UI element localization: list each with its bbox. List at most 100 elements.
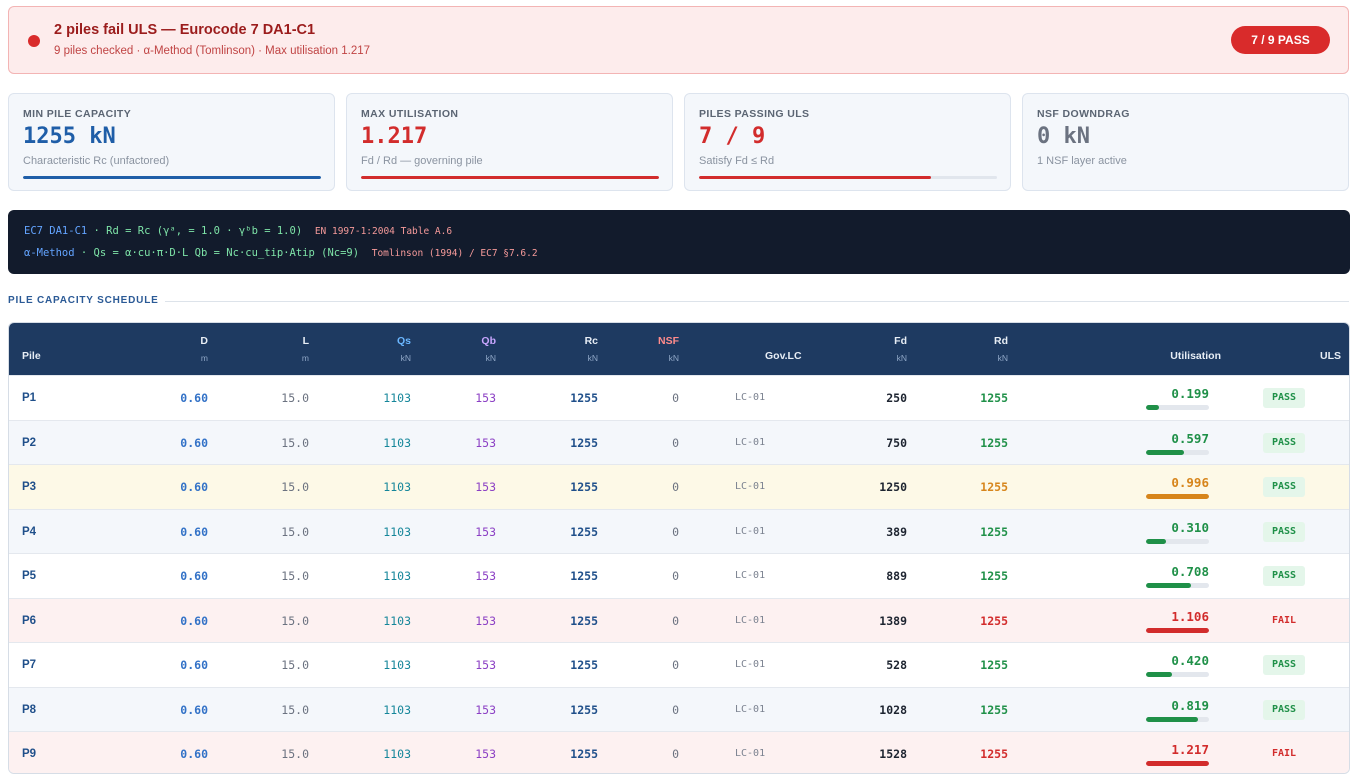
formula-line-ec7: EC7 DA1-C1 · Rd = Rc (γᵃ, = 1.0 · γᵇb = … bbox=[24, 225, 452, 237]
cell-nsf: 0 bbox=[672, 658, 679, 672]
cell-diameter: 0.60 bbox=[180, 435, 208, 450]
cell-length: 15.0 bbox=[281, 658, 309, 672]
cell-nsf: 0 bbox=[672, 702, 679, 717]
cell-rd: 1255 bbox=[980, 569, 1008, 583]
cell-diameter: 0.60 bbox=[180, 480, 208, 494]
cell-fd: 389 bbox=[886, 524, 907, 539]
cell-rc: 1255 bbox=[570, 524, 598, 539]
kpi-progress-track bbox=[699, 176, 997, 179]
cell-qs: 1103 bbox=[383, 658, 411, 672]
uls-status-badge: PASS bbox=[1263, 432, 1305, 453]
kpi-progress-track bbox=[23, 176, 321, 179]
table-row[interactable]: P5 0.60 15.0 1103 153 1255 0 LC-01 889 1255 0.708 P… bbox=[9, 553, 1349, 598]
header-fd[interactable]: Fd kN bbox=[894, 335, 907, 363]
table-row[interactable]: P1 0.60 15.0 1103 153 1255 0 LC-01 250 1255 0.199 P… bbox=[9, 375, 1349, 420]
header-pile[interactable]: Pile bbox=[22, 350, 41, 362]
formula-equation: · Rd = Rc (γᵃ, = 1.0 · γᵇb = 1.0) bbox=[87, 225, 303, 237]
header-utilisation[interactable]: Utilisation bbox=[1170, 350, 1221, 362]
cell-diameter: 0.60 bbox=[180, 702, 208, 717]
cell-qs: 1103 bbox=[383, 747, 411, 761]
utilisation-bar-fill bbox=[1146, 716, 1198, 722]
formula-key: α-Method bbox=[24, 247, 75, 259]
utilisation-bar-track bbox=[1146, 494, 1209, 499]
utilisation-bar-track bbox=[1146, 449, 1209, 455]
cell-qb: 153 bbox=[475, 747, 496, 761]
cell-qs: 1103 bbox=[383, 435, 411, 450]
cell-pile: P3 bbox=[22, 481, 37, 493]
header-uls[interactable]: ULS bbox=[1320, 350, 1341, 362]
header-unit: kN bbox=[997, 353, 1008, 363]
cell-length: 15.0 bbox=[281, 569, 309, 583]
table-row[interactable]: P4 0.60 15.0 1103 153 1255 0 LC-01 389 1255 0.310 P… bbox=[9, 508, 1349, 553]
header-label: NSF bbox=[658, 335, 679, 347]
header-qs[interactable]: Qs kN bbox=[397, 335, 411, 363]
header-gov-lc[interactable]: Gov.LC bbox=[765, 350, 802, 362]
header-label: L bbox=[302, 335, 309, 347]
kpi-label: MAX UTILISATION bbox=[361, 108, 459, 120]
cell-rd: 1255 bbox=[980, 702, 1008, 717]
cell-utilisation-value: 0.597 bbox=[1171, 430, 1209, 446]
table-row[interactable]: P6 0.60 15.0 1103 153 1255 0 LC-01 1389 1255 1.106… bbox=[9, 597, 1349, 642]
cell-rd: 1255 bbox=[980, 747, 1008, 761]
cell-qs: 1103 bbox=[383, 524, 411, 539]
table-row[interactable]: P2 0.60 15.0 1103 153 1255 0 LC-01 750 1255 0.597 P… bbox=[9, 419, 1349, 464]
header-label: Rd bbox=[994, 335, 1008, 347]
header-rd[interactable]: Rd kN bbox=[994, 335, 1008, 363]
table-row[interactable]: P8 0.60 15.0 1103 153 1255 0 LC-01 1028 1255 0.819… bbox=[9, 686, 1349, 731]
table-row[interactable]: P7 0.60 15.0 1103 153 1255 0 LC-01 528 1255 0.420 P… bbox=[9, 642, 1349, 687]
kpi-card-piles-passing: PILES PASSING ULS 7 / 9 Satisfy Fd ≤ Rd bbox=[684, 93, 1011, 191]
utilisation-bar-fill bbox=[1146, 405, 1159, 410]
section-divider bbox=[165, 301, 1349, 302]
cell-pile: P6 bbox=[22, 614, 37, 627]
cell-fd: 528 bbox=[886, 658, 907, 672]
cell-qs: 1103 bbox=[383, 480, 411, 494]
cell-length: 15.0 bbox=[281, 480, 309, 494]
formula-line-alpha: α-Method · Qs = α·cu·π·D·L Qb = Nc·cu_ti… bbox=[24, 247, 538, 259]
cell-qb: 153 bbox=[475, 524, 496, 539]
table-row[interactable]: P9 0.60 15.0 1103 153 1255 0 LC-01 1528 1255 1.217… bbox=[9, 731, 1349, 773]
header-nsf[interactable]: NSF kN bbox=[658, 335, 679, 363]
cell-pile: P1 bbox=[22, 392, 37, 404]
cell-length: 15.0 bbox=[281, 524, 309, 539]
cell-qb: 153 bbox=[475, 391, 496, 405]
cell-diameter: 0.60 bbox=[180, 747, 208, 761]
cell-qs: 1103 bbox=[383, 702, 411, 717]
header-qb[interactable]: Qb kN bbox=[481, 335, 496, 363]
utilisation-bar-fill bbox=[1146, 494, 1209, 499]
section-title: PILE CAPACITY SCHEDULE bbox=[8, 295, 159, 306]
alert-subtitle: 9 piles checked · α-Method (Tomlinson) ·… bbox=[54, 45, 371, 57]
table-row[interactable]: P3 0.60 15.0 1103 153 1255 0 LC-01 1250 1255 0.996… bbox=[9, 464, 1349, 509]
header-unit: kN bbox=[485, 353, 496, 363]
cell-pile: P7 bbox=[22, 659, 37, 671]
header-label: Fd bbox=[894, 335, 907, 347]
cell-pile: P5 bbox=[22, 570, 37, 582]
cell-qs: 1103 bbox=[383, 613, 411, 628]
header-unit: m bbox=[301, 353, 309, 363]
cell-qb: 153 bbox=[475, 435, 496, 450]
cell-rc: 1255 bbox=[570, 569, 598, 583]
cell-qs: 1103 bbox=[383, 391, 411, 405]
cell-diameter: 0.60 bbox=[180, 391, 208, 405]
utilisation-bar-fill bbox=[1146, 627, 1209, 633]
cell-utilisation-value: 0.310 bbox=[1171, 519, 1209, 535]
utilisation-bar-track bbox=[1146, 538, 1209, 544]
alert-status-dot-icon bbox=[28, 35, 40, 47]
utilisation-bar-fill bbox=[1146, 538, 1166, 544]
pass-count-badge[interactable]: 7 / 9 PASS bbox=[1231, 26, 1330, 54]
cell-rc: 1255 bbox=[570, 747, 598, 761]
utilisation-bar-track bbox=[1146, 716, 1209, 722]
header-rc[interactable]: Rc kN bbox=[585, 335, 598, 363]
cell-qb: 153 bbox=[475, 658, 496, 672]
cell-qb: 153 bbox=[475, 569, 496, 583]
cell-diameter: 0.60 bbox=[180, 569, 208, 583]
kpi-card-nsf-downdrag: NSF DOWNDRAG 0 kN 1 NSF layer active bbox=[1022, 93, 1349, 191]
uls-status-badge: PASS bbox=[1263, 521, 1305, 542]
utilisation-bar-fill bbox=[1146, 449, 1184, 455]
utilisation-bar-track bbox=[1146, 405, 1209, 410]
cell-rd: 1255 bbox=[980, 480, 1008, 494]
utilisation-bar-fill bbox=[1146, 583, 1191, 588]
cell-pile: P8 bbox=[22, 703, 37, 716]
